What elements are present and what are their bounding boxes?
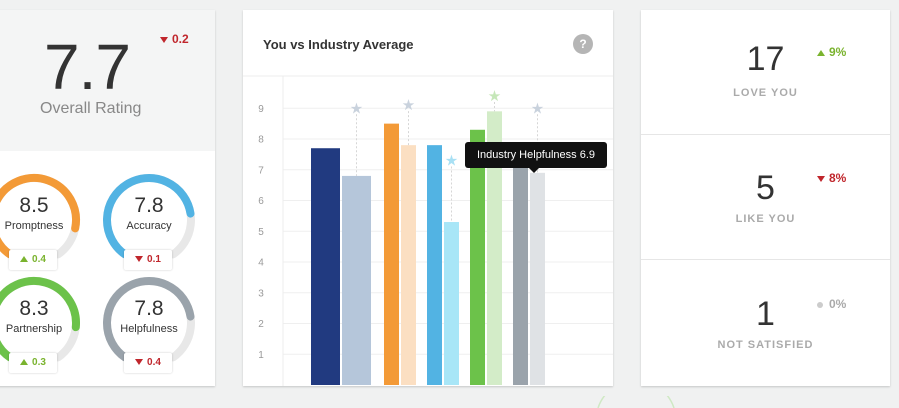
gauge-delta: 0.3: [9, 353, 57, 373]
chart-tooltip: Industry Helpfulness 6.9: [465, 142, 608, 173]
gauge-value: 8.5: [19, 194, 49, 217]
overall-rating-panel: 7.7 Overall Rating 0.2: [0, 10, 215, 151]
chart-title: You vs Industry Average: [263, 37, 414, 52]
star-icon: ★: [445, 152, 458, 170]
overall-rating-label: Overall Rating: [40, 100, 142, 117]
gauge-fill: [103, 174, 195, 259]
overall-rating-card: 7.7 Overall Rating 0.2 8.5 Promptness 0.…: [0, 10, 215, 386]
down-arrow-icon: [135, 256, 144, 263]
gauge-label: Partnership: [5, 323, 63, 335]
y-tick-label: 3: [258, 288, 264, 299]
gauge-fill: [0, 174, 80, 259]
stat-label: LIKE YOU: [735, 213, 796, 225]
y-tick-label: 7: [258, 165, 264, 176]
stat-value: 17: [746, 40, 785, 78]
stat-delta-value: 9%: [829, 45, 847, 59]
stat-love-you[interactable]: 17 LOVE YOU 9%: [641, 10, 890, 135]
gauge-ring: [103, 174, 195, 259]
star-icon: ★: [402, 96, 415, 114]
y-tick-label: 2: [258, 319, 264, 330]
stat-label: NOT SATISFIED: [717, 339, 814, 351]
gauge-fill: [0, 277, 80, 362]
gauge-delta: 0.4: [9, 250, 57, 270]
bar-industry-accuracy: [444, 222, 459, 385]
bar-industry-helpfulness: [530, 172, 545, 385]
y-tick-label: 6: [258, 196, 264, 207]
y-tick-label: 9: [258, 104, 264, 115]
bar-you-partnership: [470, 129, 485, 385]
neutral-dot-icon: [817, 301, 823, 308]
gauge-delta-value: 0.4: [147, 357, 161, 368]
stat-delta: 0%: [817, 297, 846, 311]
bar-industry-overall: [342, 175, 371, 385]
up-arrow-icon: [20, 256, 29, 263]
comparison-chart-card: 1 2 3 4 5 6 7 8 9 ★ ★ ★ ★ ★ You vs Industry Average ?…: [243, 10, 613, 386]
stat-delta: 8%: [817, 171, 846, 185]
stat-not-satisfied[interactable]: 1 NOT SATISFIED 0%: [641, 261, 890, 386]
bar-you-promptness: [384, 123, 399, 385]
down-arrow-icon: [817, 175, 825, 182]
gauge-label: Promptness: [4, 220, 64, 232]
bar-you-overall: [311, 148, 340, 385]
gauge-delta-value: 0.4: [32, 254, 46, 265]
overall-rating-delta: 0.2: [160, 32, 189, 46]
gauge-delta: 0.1: [124, 250, 172, 270]
bar-industry-partnership: [487, 111, 502, 385]
gauge-value: 8.3: [19, 297, 49, 320]
bar-industry-promptness: [401, 145, 416, 385]
stat-delta-value: 0%: [829, 297, 847, 311]
gauge-delta: 0.4: [124, 353, 172, 373]
gauge-delta-value: 0.3: [32, 357, 46, 368]
gauge-value: 7.8: [134, 194, 164, 217]
overall-rating-value: 7.7: [44, 31, 131, 103]
comparison-bar-chart: 1 2 3 4 5 6 7 8 9 ★ ★ ★ ★ ★: [243, 75, 613, 386]
y-tick-label: 4: [258, 258, 264, 269]
bar-you-helpfulness: [513, 145, 528, 385]
gauge-ring: [103, 277, 195, 362]
star-icon: ★: [350, 99, 363, 117]
stat-delta: 9%: [817, 45, 846, 59]
y-tick-label: 5: [258, 227, 264, 238]
down-arrow-icon: [135, 359, 144, 366]
overall-delta-value: 0.2: [172, 32, 189, 46]
gauge-accuracy[interactable]: 7.8 Accuracy 0.1: [101, 172, 197, 270]
gauge-partnership[interactable]: 8.3 Partnership 0.3: [0, 275, 82, 373]
gauge-value: 7.8: [134, 297, 164, 320]
star-icon: ★: [531, 99, 544, 117]
gauge-ring: [0, 174, 80, 259]
y-tick-label: 8: [258, 135, 264, 146]
gauge-ring: [0, 277, 80, 362]
gauge-label: Accuracy: [126, 220, 172, 232]
gauge-fill: [103, 277, 195, 362]
satisfaction-stats-card: 17 LOVE YOU 9% 5 LIKE YOU 8% 1 NOT SATIS…: [641, 10, 890, 386]
down-arrow-icon: [160, 36, 168, 43]
stat-like-you[interactable]: 5 LIKE YOU 8%: [641, 135, 890, 260]
stat-value: 1: [756, 295, 775, 333]
stat-value: 5: [756, 169, 775, 207]
star-icon: ★: [488, 87, 501, 105]
gauge-delta-value: 0.1: [147, 254, 161, 265]
bar-you-accuracy: [427, 145, 442, 385]
gauge-helpfulness[interactable]: 7.8 Helpfulness 0.4: [101, 275, 197, 373]
gauge-label: Helpfulness: [120, 323, 178, 335]
gauge-promptness[interactable]: 8.5 Promptness 0.4: [0, 172, 82, 270]
decorative-arc: [597, 396, 675, 408]
y-tick-label: 1: [258, 350, 264, 361]
up-arrow-icon: [817, 49, 825, 56]
stat-label: LOVE YOU: [733, 87, 798, 99]
question-icon[interactable]: ?: [573, 34, 593, 54]
stat-delta-value: 8%: [829, 171, 847, 185]
up-arrow-icon: [20, 359, 29, 366]
